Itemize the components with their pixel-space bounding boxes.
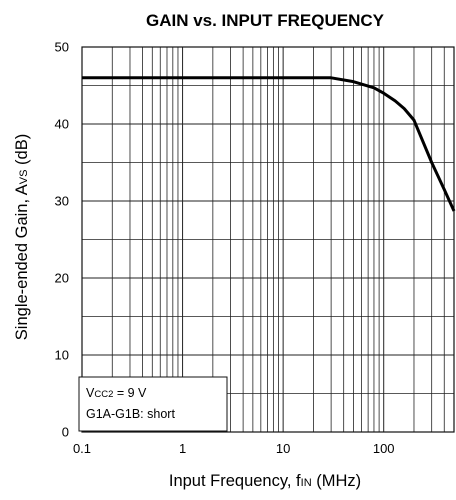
x-tick-label: 100 <box>373 441 395 456</box>
y-tick-label: 30 <box>55 194 69 209</box>
gain-curve <box>82 76 456 212</box>
y-tick-label: 0 <box>62 425 69 440</box>
y-tick-label: 10 <box>55 348 69 363</box>
x-tick-labels: 0.1 1 10 100 <box>73 441 395 456</box>
condition-g1a-g1b: G1A-G1B: short <box>86 407 175 421</box>
chart-title: GAIN vs. INPUT FREQUENCY <box>146 11 385 30</box>
y-axis-label: Single-ended Gain, AVS (dB) <box>13 134 31 340</box>
y-tick-labels: 0 10 20 30 40 50 <box>55 40 69 440</box>
condition-box-frame <box>78 376 228 432</box>
series-layer <box>82 76 456 212</box>
condition-vcc2: VCC2 = 9 V <box>86 386 147 400</box>
x-axis-label: Input Frequency, fIN (MHz) <box>169 472 361 490</box>
y-tick-label: 20 <box>55 271 69 286</box>
x-tick-label: 0.1 <box>73 441 91 456</box>
y-tick-label: 50 <box>55 40 69 55</box>
condition-box: VCC2 = 9 V G1A-G1B: short <box>78 376 228 432</box>
x-tick-label: 1 <box>179 441 186 456</box>
plot-frame <box>81 46 455 433</box>
y-tick-label: 40 <box>55 117 69 132</box>
x-tick-label: 10 <box>276 441 290 456</box>
grid <box>82 47 454 432</box>
